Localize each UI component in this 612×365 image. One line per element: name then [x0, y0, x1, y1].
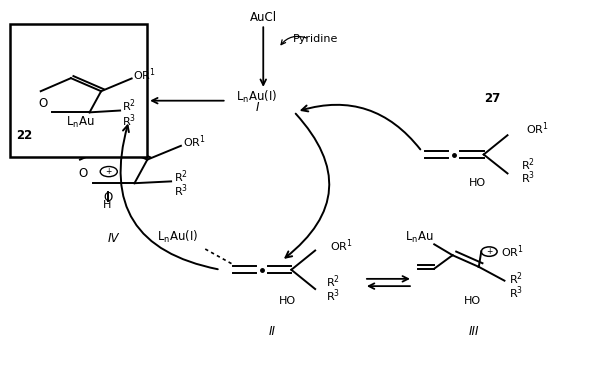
Text: R$^2$: R$^2$ — [326, 273, 340, 290]
Text: R$^3$: R$^3$ — [174, 183, 188, 200]
Text: O: O — [103, 191, 112, 204]
Text: R$^2$: R$^2$ — [122, 97, 136, 114]
Text: O: O — [39, 97, 48, 110]
Text: O: O — [79, 167, 88, 180]
Text: $\mathregular{L_n}$Au: $\mathregular{L_n}$Au — [405, 230, 433, 245]
Text: R$^2$: R$^2$ — [509, 270, 523, 287]
Text: H: H — [103, 200, 112, 210]
Text: HO: HO — [279, 296, 296, 306]
Text: OR$^1$: OR$^1$ — [501, 243, 524, 260]
Text: R$^3$: R$^3$ — [122, 112, 136, 128]
Text: OR$^1$: OR$^1$ — [330, 237, 353, 254]
Text: HO: HO — [468, 177, 485, 188]
Text: $\mathregular{L_n}$Au: $\mathregular{L_n}$Au — [65, 115, 94, 130]
Text: OR$^1$: OR$^1$ — [526, 121, 548, 137]
Text: I: I — [255, 101, 259, 115]
Text: $\mathregular{L_n}$Au(I): $\mathregular{L_n}$Au(I) — [157, 229, 198, 245]
Text: +: + — [106, 167, 112, 176]
Text: AuCl: AuCl — [250, 11, 277, 24]
Text: HO: HO — [464, 296, 481, 306]
Text: 22: 22 — [16, 129, 32, 142]
Text: IV: IV — [108, 233, 119, 245]
Text: +: + — [486, 247, 493, 256]
Text: R$^3$: R$^3$ — [509, 284, 523, 301]
Text: R$^2$: R$^2$ — [174, 168, 187, 185]
FancyBboxPatch shape — [10, 24, 147, 157]
Text: 27: 27 — [484, 92, 501, 105]
Text: R$^2$: R$^2$ — [521, 156, 535, 173]
Text: OR$^1$: OR$^1$ — [133, 66, 155, 83]
Text: R$^3$: R$^3$ — [521, 169, 535, 186]
Text: R$^3$: R$^3$ — [326, 287, 340, 304]
Text: $\mathregular{L_n}$Au(I): $\mathregular{L_n}$Au(I) — [236, 89, 278, 105]
Text: OR$^1$: OR$^1$ — [183, 134, 206, 150]
Text: II: II — [269, 325, 276, 338]
Text: Pyridine: Pyridine — [293, 34, 338, 44]
Text: III: III — [469, 325, 479, 338]
